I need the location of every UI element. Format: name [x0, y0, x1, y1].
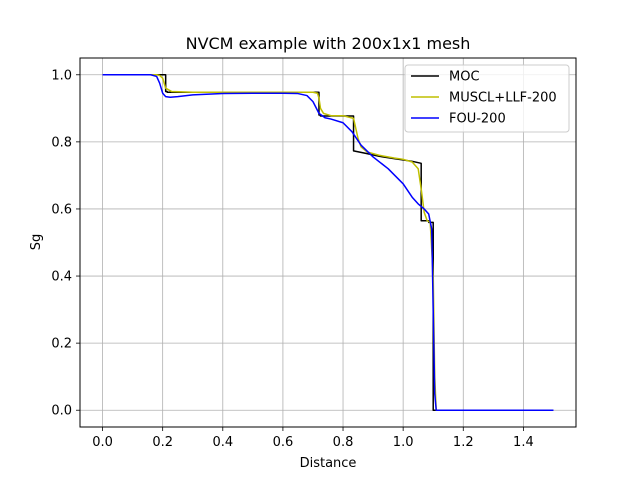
- y-tick-label: 0.4: [51, 270, 72, 285]
- y-axis-ticks: 0.0 0.2 0.4 0.6 0.8 1.0: [51, 68, 80, 419]
- x-axis-ticks: 0.0 0.2 0.4 0.6 0.8 1.0 1.2 1.4: [92, 427, 534, 450]
- x-tick-label: 1.0: [393, 435, 414, 450]
- legend-label: MOC: [449, 70, 480, 85]
- y-axis-label: Sg: [29, 234, 44, 251]
- series-line-3: [102, 74, 554, 411]
- legend-label: FOU-200: [449, 112, 506, 127]
- series-layer: [102, 74, 554, 411]
- y-tick-label: 0.6: [51, 202, 72, 217]
- x-tick-label: 0.0: [92, 435, 113, 450]
- legend-label: MUSCL+LLF-200: [449, 91, 557, 106]
- x-tick-label: 1.2: [453, 435, 474, 450]
- y-tick-label: 0.2: [51, 337, 72, 352]
- y-tick-label: 0.8: [51, 135, 72, 150]
- y-tick-label: 1.0: [51, 68, 72, 83]
- legend-box: [404, 64, 570, 133]
- x-tick-label: 1.4: [513, 435, 534, 450]
- legend: MOC MUSCL+LLF-200 FOU-200: [404, 64, 570, 133]
- x-tick-label: 0.4: [212, 435, 233, 450]
- y-tick-label: 0.0: [51, 404, 72, 419]
- x-tick-label: 0.6: [273, 435, 294, 450]
- plot-frame: [79, 57, 577, 428]
- chart-title: NVCM example with 200x1x1 mesh: [186, 34, 471, 53]
- x-tick-label: 0.8: [333, 435, 354, 450]
- x-axis-label: Distance: [300, 456, 357, 471]
- series-line-2: [102, 74, 554, 411]
- x-tick-label: 0.2: [152, 435, 173, 450]
